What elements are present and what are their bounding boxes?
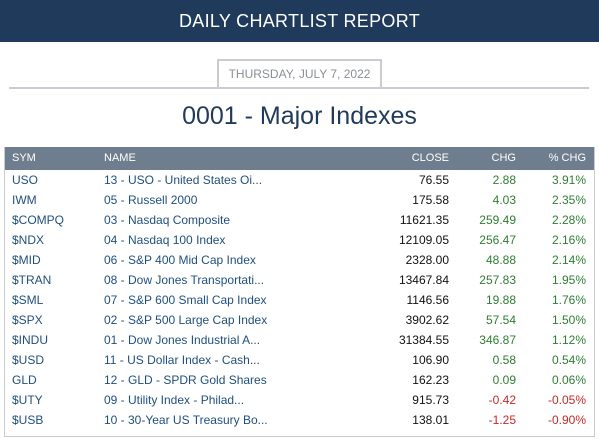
change-value: 19.88: [485, 293, 516, 307]
close-value: 106.90: [412, 353, 449, 367]
percent-change-value: 2.28%: [551, 213, 586, 227]
percent-change-value: 0.06%: [551, 373, 586, 387]
column-header-chg[interactable]: CHG: [491, 152, 516, 164]
close-value: 175.58: [412, 193, 449, 207]
change-value: -1.25: [488, 413, 516, 427]
table-row[interactable]: $SPX 02 - S&P 500 Large Cap Index 3902.62 5…: [5, 310, 594, 330]
table-row[interactable]: $COMPQ 03 - Nasdaq Composite 11621.35 259.4…: [5, 210, 594, 230]
report-header: DAILY CHARTLIST REPORT: [0, 0, 599, 42]
table-row[interactable]: $MID 06 - S&P 400 Mid Cap Index 2328.00 48.…: [5, 250, 594, 270]
change-value: 4.03: [492, 193, 516, 207]
close-value: 12109.05: [398, 233, 449, 247]
name-link[interactable]: 06 - S&P 400 Mid Cap Index: [104, 253, 256, 267]
percent-change-value: -0.05%: [547, 393, 586, 407]
table-row[interactable]: $UTY 09 - Utility Index - Philad... 915.73…: [5, 390, 594, 410]
list-title: 0001 - Major Indexes: [182, 102, 417, 130]
table-row[interactable]: $SML 07 - S&P 600 Small Cap Index 1146.56 1…: [5, 290, 594, 310]
symbol-link[interactable]: USO: [12, 173, 39, 187]
symbol-link[interactable]: $USB: [12, 413, 44, 427]
close-value: 11621.35: [399, 213, 449, 227]
table-body: USO 13 - USO - United States Oi... 76.55 2.…: [5, 170, 594, 430]
table-row[interactable]: GLD 12 - GLD - SPDR Gold Shares 162.23 0.09…: [5, 370, 594, 390]
symbol-link[interactable]: $INDU: [12, 333, 49, 347]
symbol-link[interactable]: $SPX: [12, 313, 43, 327]
symbol-link[interactable]: $COMPQ: [12, 213, 65, 227]
symbol-link[interactable]: $USD: [12, 353, 45, 367]
symbol-link[interactable]: $TRAN: [12, 273, 52, 287]
close-value: 13467.84: [398, 273, 449, 287]
divider: [9, 87, 589, 89]
report-date: THURSDAY, JULY 7, 2022: [217, 59, 382, 87]
change-value: 0.09: [492, 373, 516, 387]
change-value: 48.88: [485, 253, 516, 267]
name-link[interactable]: 05 - Russell 2000: [104, 193, 198, 207]
percent-change-value: 1.76%: [551, 293, 586, 307]
change-value: 57.54: [485, 313, 516, 327]
table-row[interactable]: $INDU 01 - Dow Jones Industrial A... 31384…: [5, 330, 594, 350]
close-value: 3902.62: [405, 313, 449, 327]
name-link[interactable]: 07 - S&P 600 Small Cap Index: [104, 293, 267, 307]
table-row[interactable]: $TRAN 08 - Dow Jones Transportati... 13467…: [5, 270, 594, 290]
change-value: 346.87: [479, 333, 516, 347]
name-link[interactable]: 01 - Dow Jones Industrial A...: [104, 333, 261, 347]
change-value: 0.58: [492, 353, 516, 367]
table-row[interactable]: $USD 11 - US Dollar Index - Cash... 106.90…: [5, 350, 594, 370]
symbol-link[interactable]: $MID: [12, 253, 41, 267]
percent-change-value: 2.14%: [551, 253, 586, 267]
close-value: 76.55: [418, 173, 449, 187]
column-header-sym[interactable]: SYM: [12, 152, 36, 164]
close-value: 31384.55: [398, 333, 449, 347]
percent-change-value: 3.91%: [551, 173, 586, 187]
name-link[interactable]: 09 - Utility Index - Philad...: [104, 393, 245, 407]
table-row[interactable]: $NDX 04 - Nasdaq 100 Index 12109.05 256.47 2…: [5, 230, 594, 250]
change-value: 2.88: [492, 173, 516, 187]
name-link[interactable]: 08 - Dow Jones Transportati...: [104, 273, 265, 287]
name-link[interactable]: 04 - Nasdaq 100 Index: [104, 233, 226, 247]
name-link[interactable]: 10 - 30-Year US Treasury Bo...: [104, 413, 268, 427]
percent-change-value: -0.90%: [547, 413, 586, 427]
column-header-name[interactable]: NAME: [104, 152, 136, 164]
change-value: 259.49: [479, 213, 516, 227]
percent-change-value: 2.35%: [551, 193, 586, 207]
close-value: 162.23: [412, 373, 449, 387]
percent-change-value: 1.50%: [551, 313, 586, 327]
name-link[interactable]: 03 - Nasdaq Composite: [104, 213, 231, 227]
percent-change-value: 1.95%: [551, 273, 586, 287]
name-link[interactable]: 02 - S&P 500 Large Cap Index: [104, 313, 268, 327]
close-value: 2328.00: [405, 253, 449, 267]
change-value: 256.47: [479, 233, 516, 247]
table-row[interactable]: USO 13 - USO - United States Oi... 76.55 2.…: [5, 170, 594, 190]
symbol-link[interactable]: IWM: [12, 193, 37, 207]
close-value: 1146.56: [406, 293, 450, 307]
table-row[interactable]: IWM 05 - Russell 2000 175.58 4.03 2.35%: [5, 190, 594, 210]
name-link[interactable]: 11 - US Dollar Index - Cash...: [104, 353, 260, 367]
symbol-link[interactable]: $UTY: [12, 393, 43, 407]
close-value: 138.01: [412, 413, 449, 427]
symbol-link[interactable]: $NDX: [12, 233, 45, 247]
indexes-table: SYM NAME CLOSE CHG % CHG USO 13 - USO - U…: [4, 147, 595, 437]
table-header: SYM NAME CLOSE CHG % CHG: [5, 147, 594, 170]
percent-change-value: 0.54%: [551, 353, 586, 367]
table-row[interactable]: $USB 10 - 30-Year US Treasury Bo... 138.01…: [5, 410, 594, 430]
change-value: -0.42: [488, 393, 516, 407]
symbol-link[interactable]: $SML: [12, 293, 44, 307]
name-link[interactable]: 13 - USO - United States Oi...: [104, 173, 263, 187]
name-link[interactable]: 12 - GLD - SPDR Gold Shares: [104, 373, 267, 387]
symbol-link[interactable]: GLD: [12, 373, 37, 387]
report-title: DAILY CHARTLIST REPORT: [178, 10, 420, 31]
column-header-close[interactable]: CLOSE: [411, 152, 449, 164]
column-header-pct-chg[interactable]: % CHG: [548, 152, 586, 164]
change-value: 257.83: [479, 273, 516, 287]
percent-change-value: 2.16%: [551, 233, 586, 247]
percent-change-value: 1.12%: [551, 333, 586, 347]
close-value: 915.73: [412, 393, 449, 407]
